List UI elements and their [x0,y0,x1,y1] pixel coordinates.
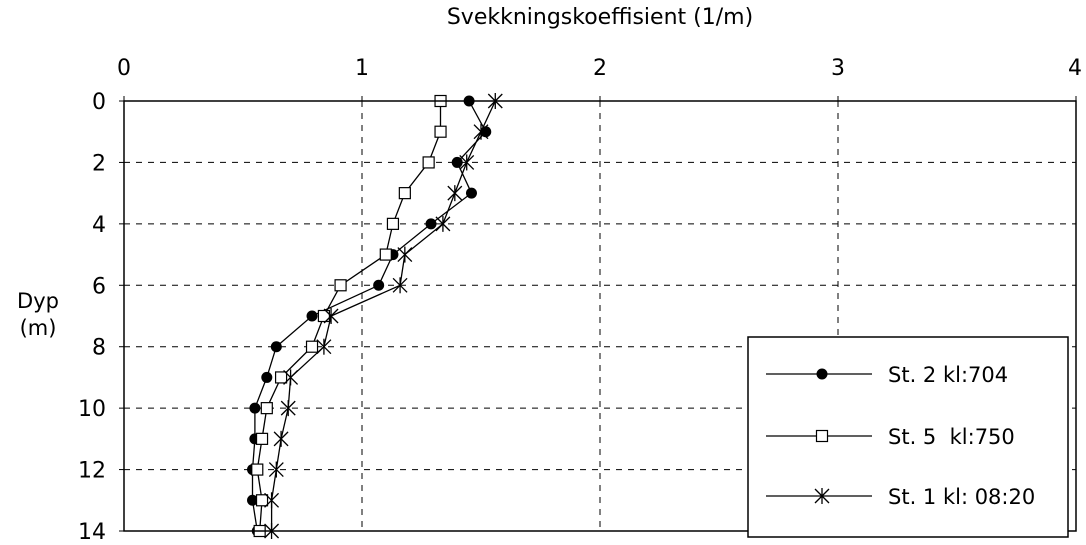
y-tick-label-2: 4 [92,213,106,238]
data-point-s2-4 [387,218,398,229]
legend-label-st2: St. 2 kl:704 [888,363,1008,387]
series-line-2 [257,101,440,531]
data-point-s1-2 [452,157,463,168]
data-point-s3-3 [448,185,462,201]
data-point-s2-10 [261,403,272,414]
data-point-s3-11 [274,431,288,447]
legend: St. 2 kl:704 St. 5 kl:750 St. 1 kl: 08:2… [748,337,1068,537]
data-point-s2-3 [399,188,410,199]
legend-label-st1: St. 1 kl: 08:20 [888,485,1035,509]
data-point-s1-9 [261,372,272,383]
chart-title: Svekkningskoeffisient (1/m) [447,5,753,30]
data-point-s2-6 [335,280,346,291]
x-tick-label-1: 1 [355,56,369,81]
x-tick-label-2: 2 [593,56,607,81]
legend-marker-open-square [817,431,828,442]
y-tick-label-7: 14 [78,520,106,545]
x-tick-label-4: 4 [1068,56,1082,81]
data-point-s2-8 [307,341,318,352]
legend-label-st5: St. 5 kl:750 [888,425,1015,449]
legend-marker-filled-circle [817,369,828,380]
y-axis-label-line-1: Dyp [17,289,59,313]
y-tick-label-6: 12 [78,459,106,484]
data-point-s2-2 [423,157,434,168]
data-point-s1-6 [373,280,384,291]
x-tick-label-0: 0 [117,56,131,81]
data-point-s1-3 [466,188,477,199]
data-point-s1-10 [249,403,260,414]
data-point-s3-5 [398,247,412,263]
y-tick-label-3: 6 [92,274,106,299]
y-tick-label-5: 10 [78,397,106,422]
data-point-s2-1 [435,126,446,137]
x-tick-label-3: 3 [831,56,845,81]
data-point-s2-13 [257,495,268,506]
data-point-s2-11 [257,433,268,444]
data-point-s1-4 [426,218,437,229]
y-tick-label-0: 0 [92,90,106,115]
series-layer [247,93,502,539]
data-point-s1-7 [307,311,318,322]
y-tick-label-4: 8 [92,336,106,361]
y-axis-label-line-2: (m) [20,316,57,340]
data-point-s2-5 [380,249,391,260]
data-point-s2-9 [276,372,287,383]
series-3 [265,93,503,539]
y-tick-label-1: 2 [92,151,106,176]
data-point-s2-12 [252,464,263,475]
data-point-s1-8 [271,341,282,352]
series-2 [252,96,446,537]
series-line-1 [253,101,486,531]
series-1 [247,96,491,537]
